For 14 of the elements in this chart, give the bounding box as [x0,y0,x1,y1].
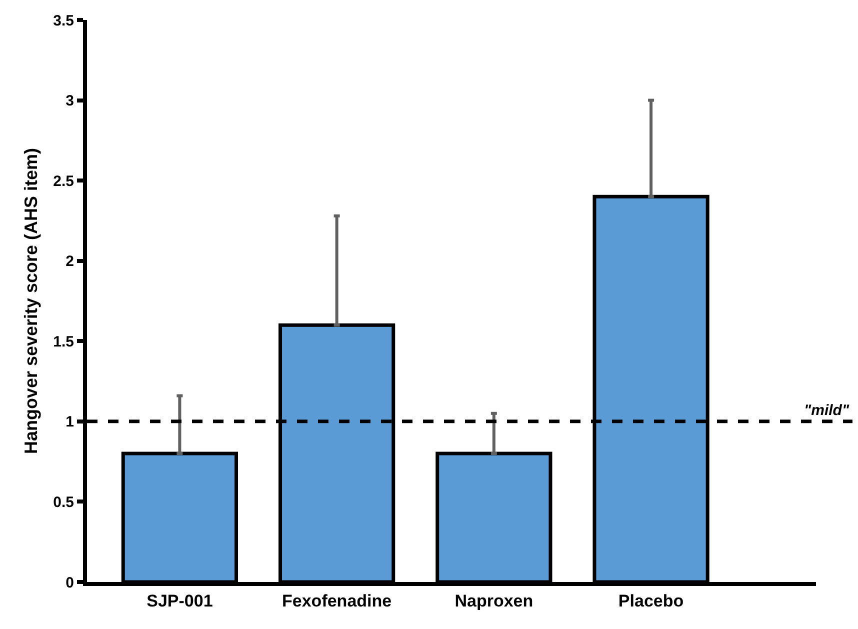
y-tick-label: 2 [66,253,74,270]
x-tick-label: Placebo [618,591,684,610]
ref-line-label: "mild" [804,402,850,419]
x-tick-label: Naproxen [454,591,534,610]
x-tick-label: SJP-001 [146,591,213,610]
y-tick-label: 3.5 [53,12,74,30]
y-tick-label: 3 [66,92,74,110]
y-tick-label: 1.5 [53,333,74,350]
y-tick-label: 2.5 [53,172,74,190]
y-axis-title: Hangover severity score (AHS item) [20,148,41,454]
x-tick-label: Fexofenadine [282,591,392,610]
y-tick-label: 0.5 [53,494,74,511]
y-tick-label: 1 [66,414,74,431]
y-tick-label: 0 [66,574,74,592]
